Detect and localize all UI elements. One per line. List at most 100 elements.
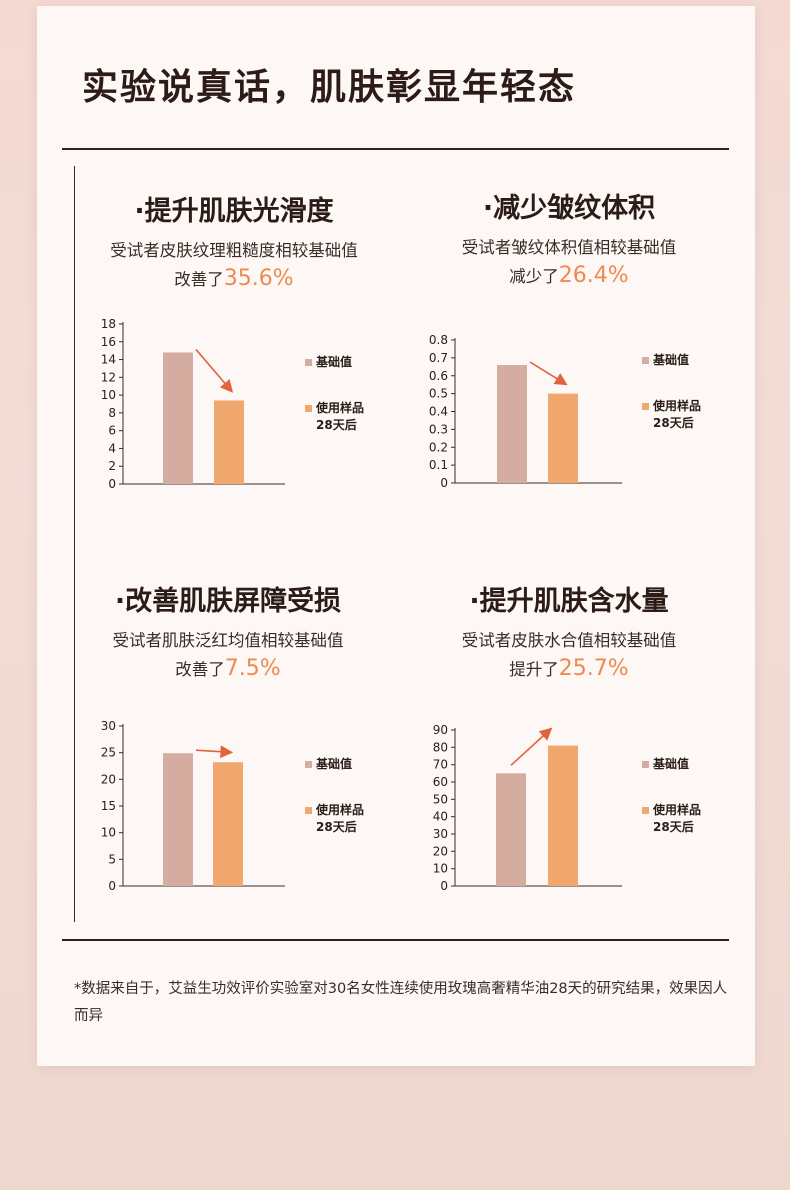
panel-smoothness: ·提升肌肤光滑度 受试者皮肤纹理粗糙度相较基础值 改善了35.6% <box>69 192 399 295</box>
improvement-value: 25.7% <box>558 656 629 681</box>
y-tick-label: 0.6 <box>429 369 448 383</box>
y-tick-label: 80 <box>433 740 448 754</box>
panel-hydration: ·提升肌肤含水量 受试者皮肤水合值相较基础值 提升了25.7% <box>404 582 734 685</box>
panel-description: 受试者肌肤泛红均值相较基础值 <box>112 631 344 650</box>
y-tick-label: 0 <box>440 476 448 490</box>
y-tick-label: 10 <box>433 862 448 876</box>
legend-label-after-line1: 使用样品 <box>315 802 364 817</box>
legend-label-after-line1: 使用样品 <box>315 400 364 415</box>
y-tick-label: 50 <box>433 792 448 806</box>
bar-28-days <box>548 745 578 886</box>
legend-swatch-after <box>642 807 649 814</box>
y-tick-label: 20 <box>433 844 448 858</box>
improvement-prefix: 改善了 <box>175 660 225 679</box>
panel-wrinkle-volume: ·减少皱纹体积 受试者皱纹体积值相较基础值 减少了26.4% <box>404 189 734 292</box>
legend-swatch-base <box>305 359 312 366</box>
bar-baseline <box>163 352 193 484</box>
y-tick-label: 0.1 <box>429 458 448 472</box>
improvement-value: 35.6% <box>223 266 294 291</box>
legend-swatch-base <box>305 761 312 768</box>
bar-28-days <box>214 400 244 484</box>
y-tick-label: 70 <box>433 758 448 772</box>
panel-improvement: 改善了35.6% <box>69 264 399 295</box>
y-tick-label: 6 <box>108 424 116 438</box>
y-tick-label: 0.2 <box>429 440 448 454</box>
legend-label-after-line1: 使用样品 <box>652 398 701 413</box>
improvement-prefix: 改善了 <box>174 270 224 289</box>
y-tick-label: 0.8 <box>429 333 448 347</box>
y-tick-label: 90 <box>433 723 448 737</box>
y-tick-label: 0 <box>440 879 448 893</box>
trend-arrow-icon <box>195 348 234 393</box>
content-card <box>37 6 755 1066</box>
legend-label-after-line1: 使用样品 <box>652 802 701 817</box>
y-tick-label: 30 <box>101 719 116 733</box>
legend-label-base: 基础值 <box>315 354 352 369</box>
legend-label-after-line2: 28天后 <box>316 417 357 432</box>
top-divider <box>62 148 729 150</box>
improvement-prefix: 减少了 <box>509 267 559 286</box>
panel-skin-barrier: ·改善肌肤屏障受损 受试者肌肤泛红均值相较基础值 改善了7.5% <box>63 582 393 685</box>
y-tick-label: 0 <box>108 879 116 893</box>
panel-title: ·减少皱纹体积 <box>482 193 656 224</box>
y-tick-label: 16 <box>101 335 116 349</box>
y-tick-label: 0.4 <box>429 405 448 419</box>
panel-improvement: 减少了26.4% <box>404 261 734 292</box>
y-tick-label: 8 <box>108 406 116 420</box>
y-tick-label: 25 <box>101 746 116 760</box>
trend-arrow-icon <box>195 745 234 759</box>
y-tick-label: 18 <box>101 317 116 331</box>
panel-title: ·提升肌肤光滑度 <box>134 196 334 227</box>
bar-baseline <box>497 365 527 483</box>
y-tick-label: 0.7 <box>429 351 448 365</box>
y-tick-label: 10 <box>101 388 116 402</box>
legend-label-base: 基础值 <box>315 756 352 771</box>
y-tick-label: 15 <box>101 799 116 813</box>
y-tick-label: 40 <box>433 810 448 824</box>
panel-description: 受试者皮肤纹理粗糙度相较基础值 <box>110 241 358 260</box>
y-tick-label: 14 <box>101 353 116 367</box>
left-vertical-rule <box>74 166 75 922</box>
y-tick-label: 2 <box>108 459 116 473</box>
legend-swatch-after <box>642 403 649 410</box>
y-tick-label: 30 <box>433 827 448 841</box>
legend-label-after-line2: 28天后 <box>316 819 357 834</box>
y-tick-label: 0 <box>108 477 116 491</box>
legend-label-base: 基础值 <box>652 756 689 771</box>
legend-swatch-base <box>642 761 649 768</box>
legend-swatch-after <box>305 405 312 412</box>
bottom-divider <box>62 939 729 941</box>
bar-28-days <box>213 762 243 886</box>
y-tick-label: 0.5 <box>429 387 448 401</box>
improvement-value: 26.4% <box>558 263 629 288</box>
panel-title: ·提升肌肤含水量 <box>469 586 669 617</box>
legend-label-after-line2: 28天后 <box>653 415 694 430</box>
trend-arrow-icon <box>510 727 553 766</box>
improvement-prefix: 提升了 <box>509 660 559 679</box>
y-tick-label: 0.3 <box>429 422 448 436</box>
footnote: *数据来自于，艾益生功效评价实验室对30名女性连续使用玫瑰高奢精华油28天的研究… <box>74 981 728 1024</box>
trend-arrow-icon <box>529 361 568 386</box>
y-tick-label: 12 <box>101 370 116 384</box>
legend-label-base: 基础值 <box>652 352 689 367</box>
legend-swatch-after <box>305 807 312 814</box>
panel-description: 受试者皱纹体积值相较基础值 <box>461 238 677 257</box>
bar-baseline <box>496 773 526 886</box>
y-tick-label: 10 <box>101 826 116 840</box>
y-tick-label: 4 <box>108 441 116 455</box>
improvement-value: 7.5% <box>224 656 281 681</box>
panel-description: 受试者皮肤水合值相较基础值 <box>461 631 677 650</box>
bar-baseline <box>163 753 193 886</box>
legend-label-after-line2: 28天后 <box>653 819 694 834</box>
panel-improvement: 提升了25.7% <box>404 654 734 685</box>
legend-swatch-base <box>642 357 649 364</box>
panel-title: ·改善肌肤屏障受损 <box>114 586 342 617</box>
panel-improvement: 改善了7.5% <box>63 654 393 685</box>
y-tick-label: 5 <box>108 852 116 866</box>
page-title: 实验说真话，肌肤彰显年轻态 <box>82 66 577 108</box>
y-tick-label: 20 <box>101 772 116 786</box>
